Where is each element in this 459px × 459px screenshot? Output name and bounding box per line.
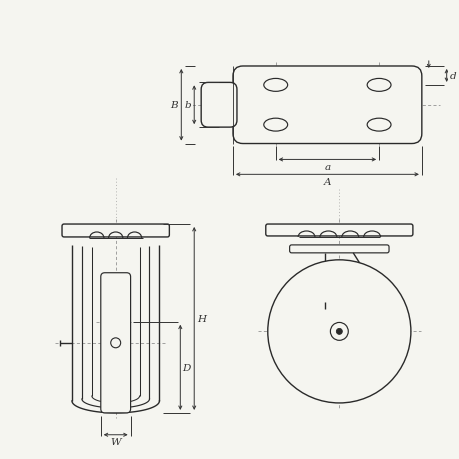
FancyBboxPatch shape <box>265 224 412 236</box>
FancyBboxPatch shape <box>101 273 130 413</box>
FancyBboxPatch shape <box>232 67 421 144</box>
Text: D: D <box>182 363 190 372</box>
FancyBboxPatch shape <box>289 246 388 253</box>
Text: d: d <box>448 72 455 81</box>
Text: A: A <box>323 177 330 186</box>
Ellipse shape <box>263 79 287 92</box>
Text: B: B <box>170 101 178 110</box>
Ellipse shape <box>263 119 287 132</box>
Ellipse shape <box>366 79 390 92</box>
FancyBboxPatch shape <box>62 224 169 237</box>
FancyBboxPatch shape <box>201 83 236 128</box>
Text: a: a <box>324 162 330 172</box>
Circle shape <box>330 323 347 341</box>
Ellipse shape <box>366 119 390 132</box>
Text: W: W <box>110 437 121 446</box>
Circle shape <box>267 260 410 403</box>
Text: b: b <box>185 101 191 110</box>
Circle shape <box>336 329 341 335</box>
Circle shape <box>111 338 120 348</box>
Text: H: H <box>196 314 205 323</box>
